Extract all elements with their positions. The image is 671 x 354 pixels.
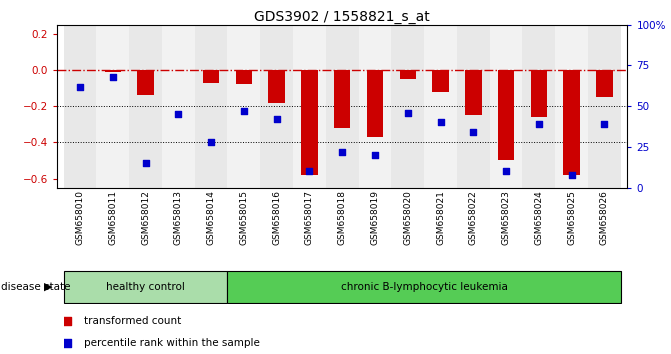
Bar [105, 70, 121, 72]
Bar [424, 25, 457, 188]
Bar [564, 70, 580, 175]
Point [599, 121, 610, 127]
Text: healthy control: healthy control [106, 282, 185, 292]
Bar [236, 70, 252, 85]
Bar [523, 25, 556, 188]
Bar [531, 70, 547, 117]
Bar [334, 70, 350, 128]
FancyBboxPatch shape [227, 271, 621, 303]
Point [107, 74, 118, 80]
Bar [367, 70, 383, 137]
Point [173, 112, 184, 117]
Title: GDS3902 / 1558821_s_at: GDS3902 / 1558821_s_at [254, 10, 430, 24]
Point [468, 130, 478, 135]
Point [533, 121, 544, 127]
Point [140, 160, 151, 166]
Point [271, 116, 282, 122]
Text: ▶: ▶ [44, 282, 52, 292]
Bar [588, 25, 621, 188]
Bar [432, 70, 449, 92]
Point [256, 63, 267, 68]
Bar [260, 25, 293, 188]
Bar [268, 70, 285, 103]
Point [256, 257, 267, 263]
Bar [326, 25, 358, 188]
Text: chronic B-lymphocytic leukemia: chronic B-lymphocytic leukemia [341, 282, 507, 292]
Point [566, 172, 577, 177]
Bar [293, 25, 326, 188]
Text: transformed count: transformed count [84, 316, 181, 326]
Point [370, 152, 380, 158]
Point [304, 169, 315, 174]
Point [238, 108, 249, 114]
Point [435, 120, 446, 125]
Bar [195, 25, 227, 188]
Bar [490, 25, 523, 188]
Bar [97, 25, 129, 188]
Bar [358, 25, 391, 188]
Bar [556, 25, 588, 188]
Bar [162, 25, 195, 188]
Text: percentile rank within the sample: percentile rank within the sample [84, 338, 260, 348]
Bar [465, 70, 482, 115]
Bar [391, 25, 424, 188]
Bar [301, 70, 317, 175]
Bar [597, 70, 613, 97]
Bar [498, 70, 514, 160]
Bar [129, 25, 162, 188]
Bar [227, 25, 260, 188]
FancyBboxPatch shape [64, 271, 227, 303]
Bar [399, 70, 416, 79]
Text: disease state: disease state [1, 282, 70, 292]
Point [501, 169, 511, 174]
Point [206, 139, 217, 145]
Point [337, 149, 348, 155]
Bar [457, 25, 490, 188]
Bar [203, 70, 219, 83]
Point [74, 84, 85, 90]
Bar [138, 70, 154, 95]
Point [403, 110, 413, 115]
Bar [64, 25, 97, 188]
